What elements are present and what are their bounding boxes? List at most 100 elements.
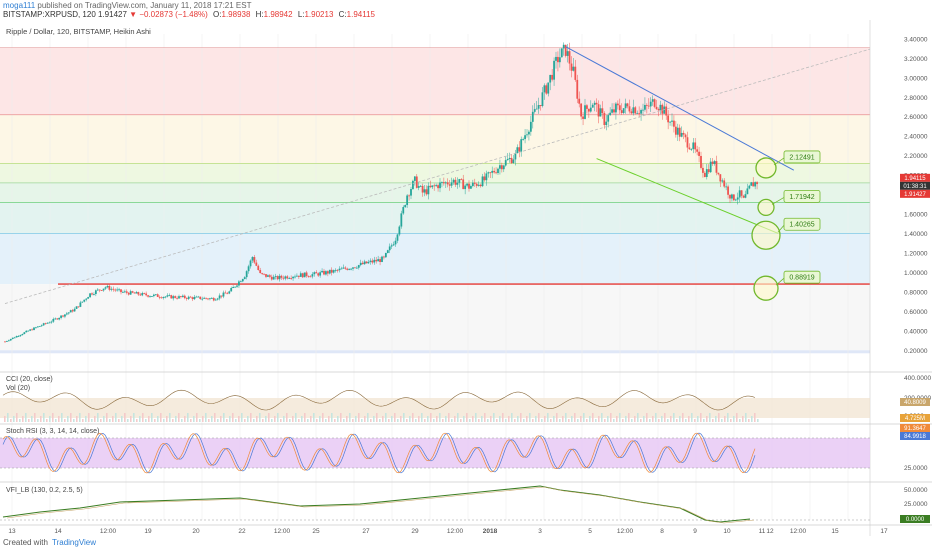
volume-bar	[370, 419, 372, 422]
candle-body	[135, 292, 138, 294]
volume-bar	[505, 419, 507, 422]
volume-bar	[661, 416, 663, 422]
volume-bar	[175, 416, 177, 422]
candle-body	[160, 297, 163, 299]
candle-body	[446, 182, 449, 185]
cci-tick: 400.0000	[904, 375, 931, 382]
volume-bar	[334, 419, 336, 422]
candle-body	[603, 113, 606, 126]
candle-body	[210, 298, 213, 299]
candle-body	[100, 290, 103, 291]
time-tick-label: 12:00	[447, 528, 464, 535]
candle-body	[508, 157, 511, 160]
candle-body	[439, 182, 441, 189]
volume-bar	[259, 413, 261, 422]
candle-body	[58, 317, 61, 320]
candle-body	[520, 139, 523, 152]
volume-bar	[430, 413, 432, 422]
candle-body	[539, 105, 542, 107]
candle-body	[232, 287, 235, 289]
chart-canvas[interactable]: 2.12491 1.71942 1.40265 0.88919 3.40000 3.20…	[0, 20, 932, 536]
candle-body	[118, 289, 120, 291]
stoch-band	[0, 438, 870, 468]
price-tick-label: 3.20000	[904, 56, 928, 63]
candle-body	[40, 325, 43, 327]
candle-body	[522, 139, 525, 140]
candle-body	[288, 278, 291, 279]
candle-body	[673, 120, 675, 127]
candle-body	[471, 182, 474, 187]
callout-label: 0.88919	[789, 275, 814, 282]
volume-bar	[163, 419, 165, 422]
volume-bar	[262, 419, 264, 422]
volume-bar	[493, 413, 495, 422]
volume-bar	[76, 416, 78, 422]
candle-body	[638, 112, 641, 114]
candle-body	[172, 296, 175, 299]
volume-bar	[58, 416, 60, 422]
volume-bar	[433, 419, 435, 422]
volume-bar	[214, 413, 216, 422]
candle-body	[642, 109, 644, 111]
volume-bar	[355, 416, 357, 422]
volume-bar	[556, 413, 558, 422]
volume-bar	[73, 419, 75, 422]
volume-bar	[43, 413, 45, 422]
volume-bar	[133, 413, 135, 422]
candle-body	[239, 281, 242, 283]
time-axis[interactable]: 13 14 12:00 19 20 22 12:00 25 27 29 12:00 2018 3 5 12:…	[0, 524, 932, 535]
candle-body	[651, 99, 654, 102]
candle-body	[272, 276, 275, 280]
candle-body	[477, 184, 480, 186]
candle-body	[736, 197, 739, 200]
candle-body	[361, 262, 364, 265]
volume-bar	[199, 419, 201, 422]
candle-body	[543, 85, 546, 93]
callout-label: 1.40265	[789, 222, 814, 229]
author-link[interactable]: moga111	[3, 1, 36, 10]
candle-body	[226, 293, 229, 295]
candle-body	[711, 161, 714, 164]
volume-bar	[130, 416, 132, 422]
price-axis[interactable]: 3.40000 3.20000 3.00000 2.80000 2.60000 2.400…	[869, 20, 932, 536]
volume-bar	[652, 416, 654, 422]
candle-body	[245, 271, 248, 278]
candle-body	[674, 126, 677, 135]
price-tick-label: 2.60000	[904, 114, 928, 121]
volume-bar	[616, 416, 618, 422]
volume-bar	[742, 416, 744, 422]
target-callouts[interactable]: 2.12491 1.71942 1.40265 0.88919	[751, 150, 821, 301]
tradingview-logo-link[interactable]: TradingView	[52, 538, 97, 547]
candle-body	[468, 183, 470, 189]
volume-bar	[697, 416, 699, 422]
candle-body	[64, 314, 66, 317]
callout-box	[783, 217, 821, 231]
candle-body	[489, 172, 492, 174]
volume-bar	[703, 419, 705, 422]
trendlines[interactable]	[4, 46, 876, 304]
candle-body	[62, 315, 64, 317]
volume-bar	[172, 419, 174, 422]
low-label: L:	[297, 10, 305, 19]
volume-bar	[346, 416, 348, 422]
candle-body	[292, 276, 294, 279]
volume-bar	[22, 416, 24, 422]
candle-body	[473, 182, 476, 184]
high-value: 1.98942	[263, 10, 293, 19]
volume-bar	[670, 416, 672, 422]
candle-body	[398, 226, 401, 235]
candle-body	[332, 270, 335, 273]
price-tick-label: 0.80000	[904, 289, 928, 296]
volume-bar	[685, 419, 687, 422]
target-circle	[755, 157, 777, 179]
candle-body	[311, 274, 314, 277]
callout-box	[783, 190, 821, 203]
candle-body	[33, 327, 35, 331]
candle-body	[276, 276, 279, 280]
volume-bar	[127, 419, 129, 422]
volume-bar	[61, 413, 63, 422]
volume-bar	[196, 413, 198, 422]
candle-body	[98, 289, 101, 291]
time-tick-label: 2018	[483, 528, 498, 535]
candle-body	[452, 179, 455, 183]
